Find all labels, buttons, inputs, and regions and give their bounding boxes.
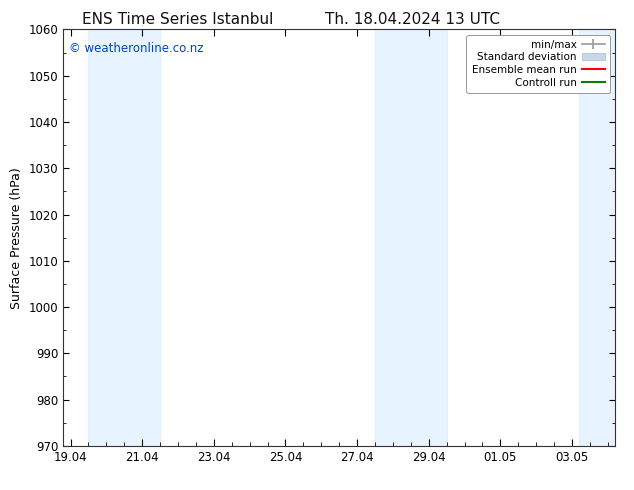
Text: ENS Time Series Istanbul: ENS Time Series Istanbul [82, 12, 273, 27]
Text: Th. 18.04.2024 13 UTC: Th. 18.04.2024 13 UTC [325, 12, 500, 27]
Text: © weatheronline.co.nz: © weatheronline.co.nz [69, 42, 204, 55]
Bar [579, 29, 615, 446]
Y-axis label: Surface Pressure (hPa): Surface Pressure (hPa) [10, 167, 23, 309]
Legend: min/max, Standard deviation, Ensemble mean run, Controll run: min/max, Standard deviation, Ensemble me… [467, 35, 610, 93]
Bar [89, 29, 160, 446]
Bar [375, 29, 446, 446]
